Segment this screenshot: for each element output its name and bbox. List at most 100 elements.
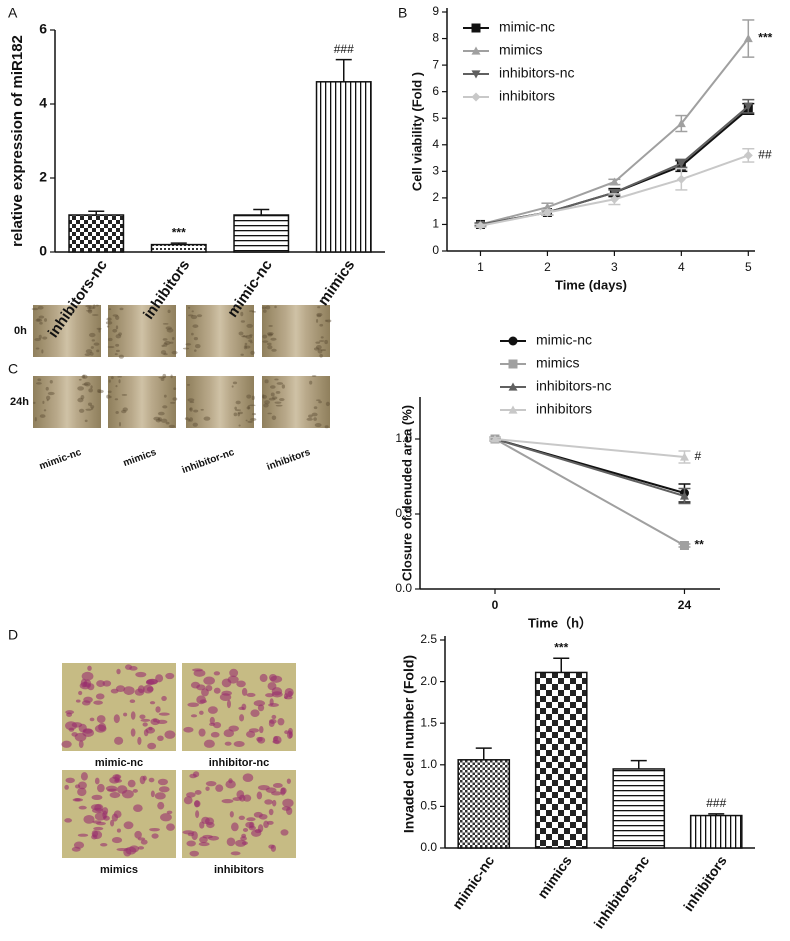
cell-speck: [213, 722, 222, 729]
cell-speck: [163, 353, 168, 356]
cell-speck: [88, 332, 96, 338]
cell-speck: [109, 395, 112, 399]
cell-speck: [133, 804, 143, 812]
cell-speck: [189, 773, 197, 779]
cell-speck: [248, 339, 253, 343]
cell-speck: [107, 345, 115, 349]
cell-speck: [315, 345, 322, 350]
cell-speck: [68, 727, 75, 732]
cell-speck: [160, 350, 167, 355]
cell-speck: [92, 820, 102, 824]
cell-speck: [115, 315, 120, 320]
cell-speck: [113, 714, 120, 724]
y-tick-label: 2.0: [420, 674, 437, 688]
cell-speck: [41, 349, 44, 354]
significance: **: [694, 538, 704, 552]
cell-speck: [264, 379, 269, 384]
cell-speck: [153, 416, 161, 421]
y-tick-label: 2: [432, 190, 439, 204]
cell-speck: [155, 706, 161, 713]
cell-speck: [249, 310, 255, 312]
y-tick-label: 8: [432, 31, 439, 45]
cell-speck: [187, 306, 191, 309]
cell-speck: [265, 305, 271, 310]
cell-speck: [274, 401, 282, 404]
cell-speck: [266, 820, 274, 825]
cell-speck: [91, 314, 99, 316]
cell-speck: [78, 740, 84, 749]
cell-speck: [192, 668, 203, 672]
marker: [676, 159, 686, 168]
marker: [676, 174, 686, 184]
legend-label: mimic-nc: [536, 332, 592, 348]
cell-speck: [226, 837, 236, 847]
legend-marker: [508, 336, 518, 346]
cell-speck: [280, 787, 287, 795]
cell-speck: [232, 381, 238, 385]
cell-speck: [150, 718, 160, 726]
cell-speck: [121, 789, 134, 799]
cell-speck: [38, 334, 42, 340]
bar: [150, 243, 207, 253]
cell-speck: [190, 315, 198, 320]
cell-speck: [118, 354, 124, 359]
cell-speck: [161, 695, 167, 702]
cell-speck: [213, 687, 221, 694]
cell-speck: [79, 681, 91, 690]
cell-speck: [97, 389, 104, 394]
cell-speck: [242, 335, 246, 337]
x-tick-label: mimic-nc: [449, 852, 497, 912]
cell-speck: [277, 717, 285, 726]
cell-speck: [226, 699, 232, 709]
cell-speck: [82, 374, 86, 379]
cell-speck: [140, 839, 148, 845]
cell-speck: [319, 353, 323, 358]
cell-speck: [268, 325, 273, 327]
significance: ***: [554, 640, 568, 654]
cell-speck: [242, 828, 249, 832]
micrograph: [33, 376, 101, 428]
x-tick-label: 0: [492, 598, 499, 612]
cell-speck: [81, 374, 88, 379]
group-label: inhibitor-nc: [209, 757, 270, 769]
cell-speck: [143, 684, 154, 694]
cell-speck: [314, 422, 322, 428]
cell-speck: [43, 409, 47, 412]
cell-speck: [270, 675, 283, 683]
marker: [743, 34, 753, 43]
cell-speck: [267, 345, 273, 350]
cell-speck: [87, 402, 93, 407]
group-label: mimic-nc: [95, 757, 143, 769]
cell-speck: [149, 827, 160, 832]
panel-label: B: [398, 5, 407, 21]
cell-speck: [96, 349, 100, 353]
cell-speck: [192, 324, 199, 328]
y-tick-label: 1: [432, 217, 439, 231]
cell-speck: [193, 409, 199, 413]
cell-speck: [238, 331, 244, 336]
legend-label: inhibitors: [536, 401, 592, 417]
bar: [233, 214, 290, 253]
micrograph: [108, 376, 176, 428]
cell-speck: [36, 382, 42, 385]
cell-speck: [246, 692, 256, 697]
significance: #: [694, 449, 701, 463]
cell-speck: [311, 412, 318, 417]
cell-speck: [155, 418, 162, 423]
cell-speck: [87, 309, 93, 314]
y-tick-label: 9: [432, 4, 439, 18]
cell-speck: [105, 320, 113, 325]
x-axis-label: Time（h）: [528, 615, 592, 630]
cell-speck: [313, 347, 320, 351]
bar: [689, 814, 743, 849]
cell-speck: [237, 411, 243, 415]
cell-speck: [209, 716, 215, 725]
cell-speck: [281, 384, 286, 389]
y-tick-label: 7: [432, 57, 439, 71]
cell-speck: [78, 805, 87, 810]
marker: [609, 194, 619, 204]
cell-speck: [96, 327, 102, 330]
cell-speck: [230, 851, 241, 856]
cell-speck: [32, 401, 36, 404]
cell-speck: [250, 417, 257, 421]
